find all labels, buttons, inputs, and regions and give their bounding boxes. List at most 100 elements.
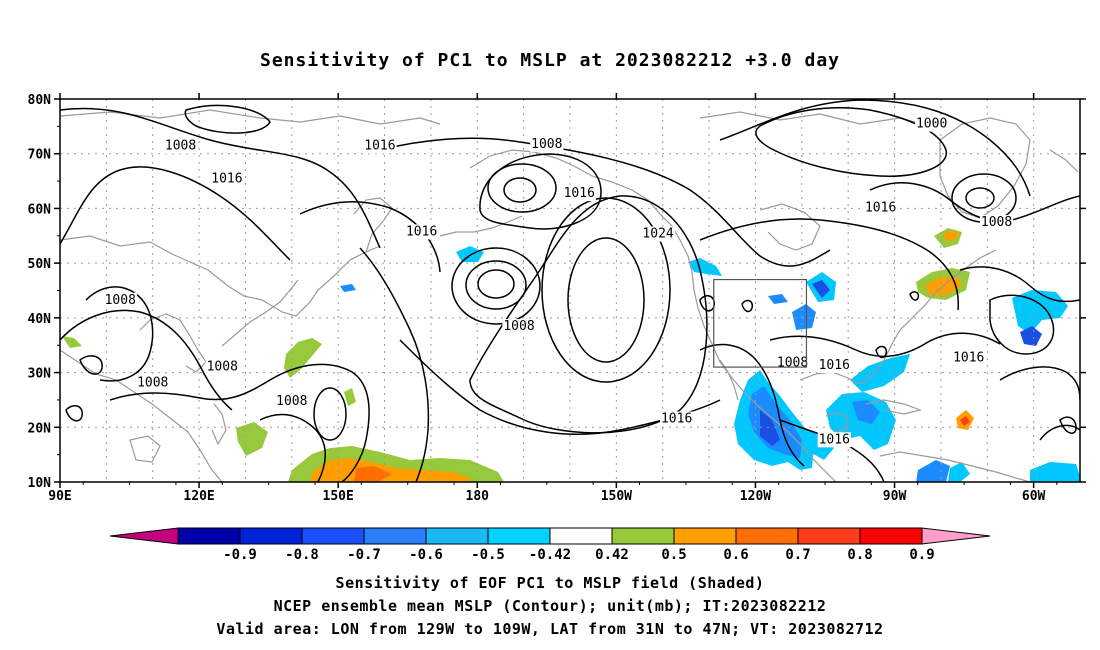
contour-labels: 1008 1016 1008 1000 1016 1016 1016 1008 1016 1024… — [103, 116, 1014, 448]
contour-label-bg — [659, 411, 694, 427]
contour-na-1016 — [769, 332, 1001, 358]
colorbar-swatch — [363, 527, 427, 545]
colorbar-label: 0.9 — [909, 547, 934, 563]
contour-label: 1008 — [207, 360, 238, 375]
shade-pos-caribbean-red — [960, 416, 970, 426]
contour-arctic-1000 — [755, 106, 947, 177]
contour-label-bg — [952, 350, 986, 366]
contour-label-bg — [136, 375, 170, 391]
shade-pos-wpac-green — [236, 422, 268, 456]
contour-low-aleut-inner — [503, 177, 537, 203]
contour-asia-1008-west — [60, 166, 291, 261]
shade-neg-hudson — [768, 294, 788, 304]
shade-pos-wpac-green-b — [284, 338, 322, 378]
colorbar-swatch — [425, 527, 489, 545]
shade-neg-midwest-core — [812, 280, 830, 298]
colorbar-swatch — [301, 527, 365, 545]
shade-neg-sa-coast-b — [948, 462, 970, 482]
colorbar-label: 0.8 — [847, 547, 872, 563]
contour-low-pacific-outer — [451, 247, 541, 325]
contour-label: 1016 — [953, 350, 984, 365]
contour-label-bg — [363, 138, 397, 154]
contour-wpac-1016 — [359, 247, 430, 482]
contour-asia-1008-south — [60, 309, 233, 411]
colorbar-max-triangle — [921, 527, 991, 545]
lat-tick-label: 70N — [28, 148, 52, 163]
contour-label-bg — [530, 136, 564, 152]
contour-label: 1016 — [406, 224, 437, 239]
lat-tick-label: 60N — [28, 202, 52, 217]
colorbar-swatch — [177, 527, 241, 545]
coast-baja — [719, 359, 739, 401]
contour-atl-wave — [959, 266, 1080, 303]
contour-atl-1016 — [999, 366, 1080, 401]
colorbar: -0.9 -0.8 -0.7 -0.6 -0.5 -0.42 0.42 0.5 0.6 0.7 0.… — [109, 527, 991, 563]
lat-tick-label: 30N — [28, 367, 52, 382]
shade-neg-ca-coast — [688, 258, 722, 276]
contour-atl-low-south — [1039, 424, 1080, 441]
lon-tick-label: 120W — [740, 489, 771, 504]
contour-low-aleut-outer — [479, 153, 602, 230]
coast-alaska — [469, 149, 681, 241]
contour-label-bg — [163, 138, 198, 154]
contour-label-bg — [817, 432, 851, 448]
coast-japan — [221, 279, 299, 347]
colorbar-label: -0.8 — [285, 547, 319, 563]
contour-label-bg — [562, 186, 596, 202]
coast-south-america — [879, 451, 1031, 482]
shade-neg-se-atl — [1030, 462, 1080, 482]
colorbar-swatch — [549, 527, 613, 545]
contour-tropical-low — [313, 387, 347, 441]
colorbar-swatch — [797, 527, 861, 545]
contour-low-pacific-mid — [465, 260, 527, 310]
colorbar-label: -0.7 — [347, 547, 381, 563]
colorbar-swatch — [735, 527, 799, 545]
contour-label: 1008 — [276, 394, 307, 409]
contour-low-pacific-inner — [477, 269, 515, 299]
shade-neg-gulf-core — [748, 386, 802, 458]
caption-line-3: Valid area: LON from 129W to 109W, LAT f… — [216, 620, 884, 638]
shade-neg-sa-coast — [916, 460, 950, 482]
shade-neg-gulf-dark — [760, 410, 780, 446]
contour-label-bg — [914, 116, 949, 132]
shade-neg-ohio — [792, 304, 816, 330]
contour-asia-wave — [85, 286, 154, 382]
lon-tick-label: 150W — [601, 489, 632, 504]
lat-tick-label: 50N — [28, 257, 52, 272]
contour-small-4 — [909, 291, 920, 301]
coast-asia-south — [60, 349, 223, 482]
contour-label: 1016 — [564, 186, 595, 201]
contour-label-bg — [641, 226, 675, 242]
contour-canada-1008 — [869, 182, 1080, 222]
shade-neg-atlantic — [1012, 290, 1068, 334]
contour-high-pacific-inner — [567, 237, 645, 363]
contour-canada-1016 — [699, 218, 960, 311]
mslp-contours — [60, 99, 1080, 482]
lat-tick-label: 40N — [28, 312, 52, 327]
contour-small-7 — [184, 104, 271, 134]
contour-high-pacific-1016 — [469, 195, 708, 434]
coast-asia-east — [60, 235, 381, 317]
lon-tick-label: 90E — [48, 489, 71, 504]
contour-tropical-1008 — [109, 363, 370, 482]
colorbar-swatch — [239, 527, 303, 545]
shade-pos-japan — [62, 336, 82, 348]
gridlines — [60, 99, 1080, 482]
shade-neg-pac — [456, 246, 484, 262]
colorbar-label: -0.9 — [223, 547, 257, 563]
coast-kamchatka — [353, 197, 393, 253]
contour-label-bg — [275, 394, 309, 410]
colorbar-label: 0.7 — [785, 547, 810, 563]
contour-label: 1000 — [916, 117, 947, 132]
lon-tick-label: 60W — [1022, 489, 1046, 504]
contour-small-3 — [875, 345, 888, 359]
contour-atl-low — [989, 294, 1055, 355]
contour-arctic-1008 — [719, 99, 1031, 197]
contour-label: 1008 — [503, 319, 534, 334]
caption-line-1: Sensitivity of EOF PC1 to MSLP field (Sh… — [335, 574, 765, 592]
contour-label: 1008 — [105, 293, 136, 308]
shade-neg-atlantic-core — [1020, 326, 1042, 346]
contour-label: 1016 — [211, 171, 242, 186]
